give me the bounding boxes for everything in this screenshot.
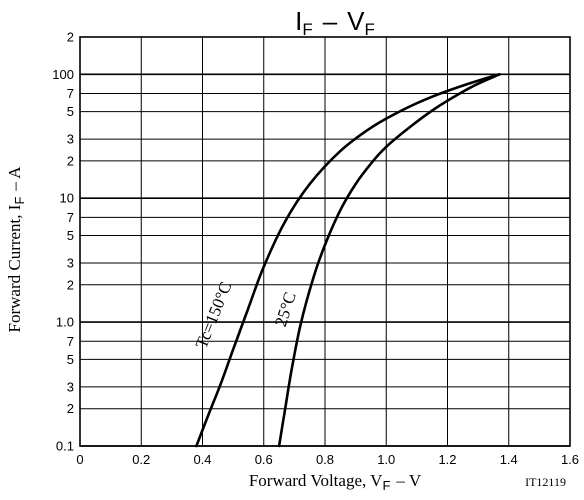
y-tick-label: 7 [67, 86, 74, 101]
y-tick-label: 2 [67, 153, 74, 168]
y-axis-label-unit: – A [5, 166, 24, 192]
y-axis-label: Forward Current, IF – A [5, 166, 27, 333]
x-tick-label: 1.0 [377, 452, 395, 467]
x-tick-label: 0 [76, 452, 83, 467]
y-tick-label: 3 [67, 255, 74, 270]
x-tick-label: 0.2 [132, 452, 150, 467]
plot-frame [79, 36, 571, 447]
y-tick-label: 5 [67, 228, 74, 243]
y-tick-label: 7 [67, 210, 74, 225]
series-line-25c [277, 73, 501, 448]
x-axis-label-unit: – V [395, 471, 421, 490]
x-tick-label: 1.4 [500, 452, 518, 467]
chart-title: IF – VF [295, 6, 375, 39]
y-tick-label: 7 [67, 334, 74, 349]
title-current-symbol: I [295, 6, 302, 36]
y-tick-label: 0.1 [56, 439, 74, 454]
x-axis-label: Forward Voltage, VF – V [249, 471, 422, 493]
figure-code: IT12119 [525, 475, 566, 489]
x-tick-label: 1.6 [561, 452, 579, 467]
x-tick-label: 0.6 [255, 452, 273, 467]
y-axis-label-subscript: F [12, 197, 27, 205]
y-axis-label-text: Forward Current, I [5, 204, 24, 332]
series-line-tc150 [195, 73, 501, 448]
chart-title-text: IF – VF [295, 6, 375, 39]
y-tick-label: 1.0 [56, 315, 74, 330]
y-tick-label: 5 [67, 104, 74, 119]
y-tick-label: 100 [52, 67, 74, 82]
x-axis-label-text: Forward Voltage, V [249, 471, 383, 490]
x-tick-labels: 0 0.2 0.4 0.6 0.8 1.0 1.2 1.4 1.6 [76, 452, 579, 467]
title-voltage-symbol: V [347, 6, 365, 36]
x-axis-label-subscript: F [382, 478, 390, 493]
x-tick-label: 0.4 [193, 452, 211, 467]
curve-label-tc150: Tc=150°C [192, 279, 236, 351]
y-tick-label: 3 [67, 132, 74, 147]
y-tick-label: 3 [67, 379, 74, 394]
series-lines [195, 73, 501, 448]
title-voltage-subscript: F [365, 20, 375, 39]
x-tick-label: 0.8 [316, 452, 334, 467]
curve-label-25c: 25°C [271, 290, 300, 329]
y-tick-label: 2 [67, 277, 74, 292]
title-separator: – [323, 6, 338, 36]
y-tick-label: 10 [60, 191, 74, 206]
y-tick-labels: 0.1 2 3 5 7 1.0 2 3 5 7 10 2 3 5 7 100 2 [52, 30, 74, 454]
y-tick-label: 5 [67, 352, 74, 367]
x-tick-label: 1.2 [438, 452, 456, 467]
y-tick-label: 2 [67, 401, 74, 416]
title-current-subscript: F [302, 20, 312, 39]
y-tick-label: 2 [67, 30, 74, 45]
